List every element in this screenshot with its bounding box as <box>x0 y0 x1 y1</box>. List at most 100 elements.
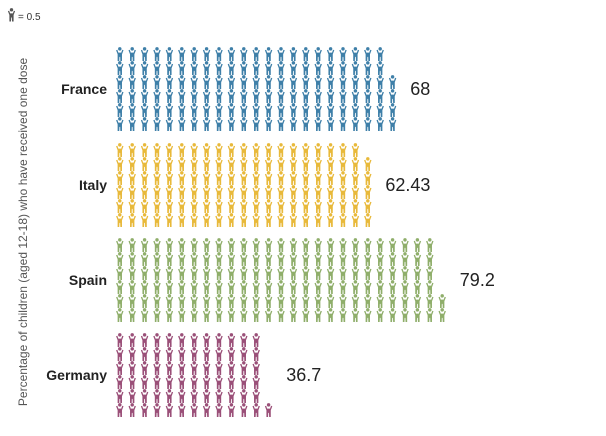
child-icon <box>364 280 372 294</box>
child-icon <box>128 333 136 347</box>
child-icon <box>140 361 149 375</box>
child-icon <box>153 280 161 294</box>
child-icon <box>202 171 211 185</box>
child-icon <box>326 47 335 61</box>
child-icon <box>190 75 198 89</box>
child-icon <box>153 403 161 417</box>
child-icon <box>376 75 384 89</box>
child-icon <box>401 238 409 252</box>
child-icon <box>252 117 260 131</box>
child-icon <box>153 143 161 157</box>
child-icon <box>128 280 136 294</box>
child-icon <box>190 171 198 185</box>
child-icon <box>326 75 335 89</box>
child-icon <box>190 238 198 252</box>
child-icon <box>302 117 310 131</box>
child-icon <box>153 199 161 213</box>
child-icon <box>314 280 322 294</box>
child-icon <box>277 213 285 227</box>
child-icon <box>264 199 273 213</box>
child-icon <box>314 61 322 75</box>
child-icon <box>202 117 211 131</box>
child-icon <box>289 103 298 117</box>
child-icon <box>314 294 322 308</box>
child-icon <box>128 103 136 117</box>
child-icon <box>426 280 434 294</box>
child-icon <box>215 75 223 89</box>
child-icon <box>215 333 223 347</box>
child-icon <box>376 266 384 280</box>
child-icon <box>401 308 409 322</box>
child-icon <box>227 375 236 389</box>
child-icon <box>277 61 285 75</box>
child-icon <box>314 238 322 252</box>
child-icon <box>202 389 211 403</box>
child-icon <box>227 143 236 157</box>
child-icon <box>202 333 211 347</box>
child-icon <box>178 308 186 322</box>
child-icon <box>277 103 285 117</box>
child-icon <box>140 61 149 75</box>
child-icon <box>388 280 397 294</box>
child-icon <box>190 199 198 213</box>
child-icon <box>178 103 186 117</box>
child-icon <box>351 61 360 75</box>
child-icon <box>264 117 273 131</box>
child-icon <box>165 347 174 361</box>
child-icon <box>215 389 223 403</box>
child-icon <box>227 213 236 227</box>
child-icon <box>240 199 248 213</box>
child-icon <box>326 103 335 117</box>
child-icon <box>376 117 384 131</box>
child-icon <box>277 47 285 61</box>
child-icon <box>326 117 335 131</box>
child-icon <box>289 266 298 280</box>
child-icon <box>140 266 149 280</box>
child-icon <box>128 213 136 227</box>
child-icon <box>240 75 248 89</box>
child-icon <box>165 252 174 266</box>
child-icon <box>364 61 372 75</box>
child-icon <box>202 157 211 171</box>
child-icon <box>314 89 322 103</box>
child-icon <box>215 185 223 199</box>
child-icon <box>326 89 335 103</box>
child-icon <box>153 213 161 227</box>
child-icon <box>277 185 285 199</box>
child-icon <box>153 75 161 89</box>
child-icon <box>376 61 384 75</box>
child-icon <box>264 143 273 157</box>
child-icon <box>140 185 149 199</box>
child-icon <box>326 280 335 294</box>
child-icon <box>302 47 310 61</box>
child-icon <box>252 61 260 75</box>
value-label: 62.43 <box>385 175 430 195</box>
child-icon <box>178 199 186 213</box>
child-icon <box>116 266 124 280</box>
child-icon <box>314 199 322 213</box>
child-icon <box>388 103 397 117</box>
child-icon <box>326 213 335 227</box>
child-icon <box>165 157 174 171</box>
child-icon <box>364 185 372 199</box>
child-icon <box>302 238 310 252</box>
child-icon <box>116 333 124 347</box>
y-axis-label: Percentage of children (aged 12-18) who … <box>16 58 30 407</box>
child-icon <box>178 213 186 227</box>
child-icon <box>165 61 174 75</box>
child-icon <box>165 89 174 103</box>
child-icon <box>190 89 198 103</box>
child-icon <box>351 185 360 199</box>
child-icon <box>227 171 236 185</box>
child-icon <box>302 75 310 89</box>
child-icon <box>178 75 186 89</box>
child-icon <box>202 252 211 266</box>
child-icon <box>128 308 136 322</box>
child-icon <box>277 117 285 131</box>
child-icon <box>252 75 260 89</box>
child-icon <box>339 157 347 171</box>
child-icon <box>302 266 310 280</box>
child-icon <box>240 61 248 75</box>
child-icon <box>153 157 161 171</box>
child-icon <box>289 157 298 171</box>
